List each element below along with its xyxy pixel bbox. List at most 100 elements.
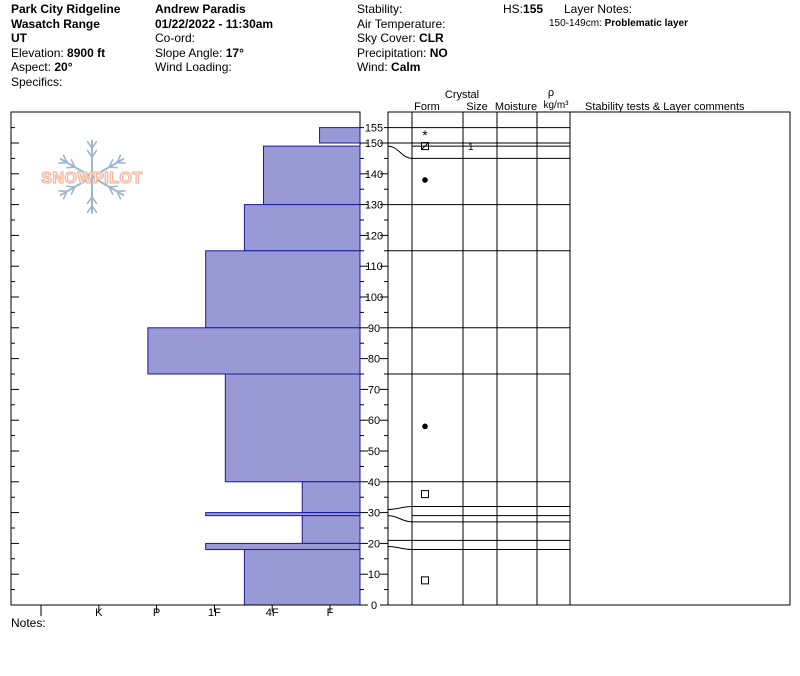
snowflake-branch xyxy=(86,149,93,158)
hardness-tick-label: I xyxy=(39,607,42,619)
notes-label: Notes: xyxy=(11,616,46,630)
coord-label: Co-ord: xyxy=(155,31,196,45)
snowflake-branch xyxy=(108,166,118,169)
snowflake-branch xyxy=(62,154,68,164)
header-col1: Park City Ridgeline Wasatch Range UT Ele… xyxy=(11,2,120,89)
snowflake-branch xyxy=(116,190,122,200)
height-tick-label: 140 xyxy=(365,169,383,181)
snowflake-branch xyxy=(108,185,118,188)
hardness-bar xyxy=(243,204,361,252)
layer-notes-title: Layer Notes: xyxy=(564,2,633,16)
height-tick-label: 60 xyxy=(368,415,380,427)
height-tick-label: 20 xyxy=(368,538,380,550)
height-tick-label: 110 xyxy=(365,261,383,273)
crystal-size-value: 1 xyxy=(468,142,474,153)
new-snow-symbol: * xyxy=(422,127,428,143)
mixed-facet-diagonal xyxy=(421,142,429,150)
density-unit-header: kg/m³ xyxy=(544,100,570,111)
layer-connector xyxy=(387,545,413,551)
wind-loading-label: Wind Loading: xyxy=(155,60,232,74)
snowflake-branch xyxy=(91,149,98,158)
aspect-label: Aspect: xyxy=(11,60,52,74)
header-col3: Stability: Air Temperature: Sky Cover: C… xyxy=(357,2,448,75)
layer-note: 150-149cm: Problematic layer xyxy=(549,17,688,32)
height-tick-label: 0 xyxy=(371,600,377,612)
layer-table-frame xyxy=(387,111,791,606)
height-tick-label: 90 xyxy=(368,323,380,335)
snowflake-branch xyxy=(86,196,93,205)
hardness-bar xyxy=(301,515,361,544)
hardness-tick-label: 1F xyxy=(208,607,221,619)
snowflake-branch xyxy=(58,189,68,193)
hardness-bar xyxy=(319,127,361,144)
sky-cover-label: Sky Cover: xyxy=(357,31,416,45)
slope-angle-label: Slope Angle: xyxy=(155,45,223,60)
layer-table-rows xyxy=(412,127,570,551)
sky-cover-value: CLR xyxy=(419,31,444,45)
logo-text: SNOWPILOT xyxy=(41,170,142,187)
elevation-value: 8900 ft xyxy=(67,45,106,60)
hardness-bar xyxy=(147,327,361,375)
location-name: Park City Ridgeline xyxy=(11,2,121,16)
hardness-bar xyxy=(243,549,361,606)
height-tick-label: 130 xyxy=(365,200,383,212)
snowflake-branch xyxy=(66,185,76,188)
snowflake-branch xyxy=(58,161,68,165)
height-tick-label: 155 xyxy=(365,123,383,135)
layer-connector xyxy=(387,145,413,159)
height-tick-label: 40 xyxy=(368,477,380,489)
layer-connector xyxy=(387,515,413,523)
aspect-value: 20° xyxy=(54,60,73,74)
hardness-tick-label: F xyxy=(327,607,334,619)
density-symbol-header: ρ xyxy=(548,87,554,99)
precipitation-label: Precipitation: xyxy=(357,45,427,60)
height-tick-label: 120 xyxy=(365,230,383,242)
snowflake-branch xyxy=(66,166,76,169)
elevation-label: Elevation: xyxy=(11,45,64,60)
snowflake-branch xyxy=(86,205,93,214)
faceted-grain-symbol xyxy=(421,490,429,499)
snowflake-branch xyxy=(116,154,122,164)
height-tick-label: 30 xyxy=(368,508,380,520)
stability-label: Stability: xyxy=(357,2,403,16)
snowflake-branch xyxy=(91,205,98,214)
air-temperature-label: Air Temperature: xyxy=(357,16,446,31)
observation-datetime: 01/22/2022 - 11:30am xyxy=(155,16,274,31)
grain-form-symbols: *1 xyxy=(421,127,474,585)
comments-header: Stability tests & Layer comments xyxy=(585,101,745,113)
layer-connectors xyxy=(387,127,413,551)
rounded-grain-symbol xyxy=(422,177,428,183)
hardness-bar xyxy=(224,373,361,483)
snowflake-branch xyxy=(86,140,93,149)
hardness-axis: I K P 1F 4F F xyxy=(11,604,360,619)
form-header: Form xyxy=(414,101,440,113)
layer-note-range: 150-149cm: xyxy=(549,18,602,29)
snowflake-branch xyxy=(91,140,98,149)
state-name: UT xyxy=(11,31,27,45)
hardness-tick-label: P xyxy=(153,607,160,619)
specifics-label: Specifics: xyxy=(11,74,63,89)
mixed-facet-symbol xyxy=(421,142,429,151)
hs-label: HS: xyxy=(503,2,524,16)
height-tick-label: 80 xyxy=(368,354,380,366)
snowpilot-logo: SNOWPILOT xyxy=(41,140,143,214)
height-tick-label: 10 xyxy=(368,569,380,581)
height-tick-label: 150 xyxy=(365,138,383,150)
hardness-bar xyxy=(262,145,361,206)
hardness-bar xyxy=(205,512,361,517)
snowflake-branch xyxy=(70,186,76,195)
crystal-header: Crystal xyxy=(445,89,479,101)
range-name: Wasatch Range xyxy=(11,16,100,31)
header-col2: Andrew Paradis 01/22/2022 - 11:30am Co-o… xyxy=(155,2,273,75)
hs-value: 155 xyxy=(523,2,544,16)
hardness-tick-label: K xyxy=(95,607,103,619)
precipitation-value: NO xyxy=(429,45,448,60)
height-tick-label: 100 xyxy=(365,292,383,304)
hs-block: HS:155 xyxy=(503,2,543,17)
height-tick-label: 50 xyxy=(368,446,380,458)
snowflake-branch xyxy=(91,196,98,205)
height-axis: 0 10 20 30 40 50 60 70 80 90 100 110 120 130 140 150 155 xyxy=(11,123,388,612)
snowflake-branch xyxy=(70,159,76,168)
moisture-header: Moisture xyxy=(495,101,537,113)
